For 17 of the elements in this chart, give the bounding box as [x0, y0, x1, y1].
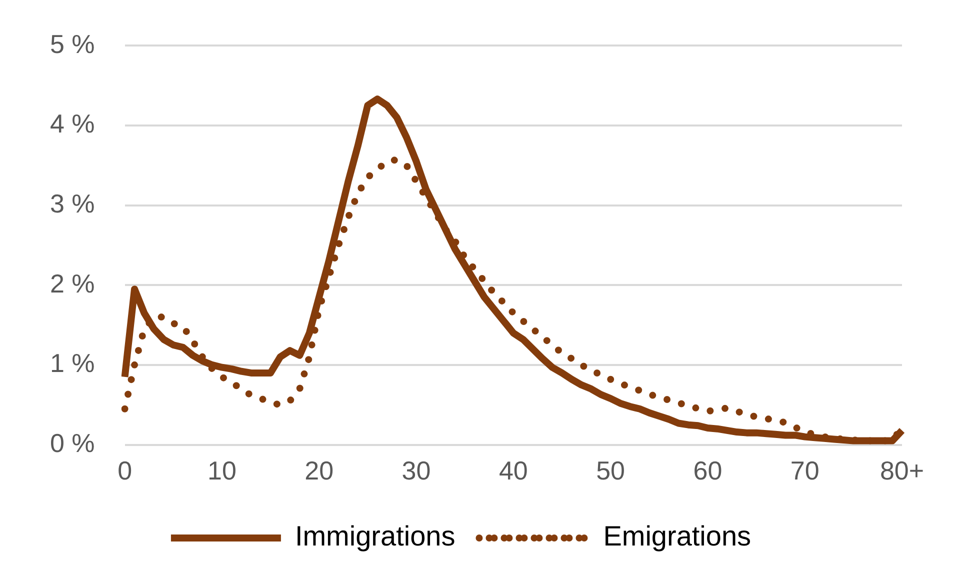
y-tick-label: 2 % [50, 268, 95, 298]
legend-label: Immigrations [294, 520, 456, 552]
x-tick-label: 20 [304, 456, 334, 486]
x-tick-label: 50 [596, 456, 626, 486]
y-tick-label: 5 % [50, 28, 95, 59]
y-tick-label: 4 % [50, 108, 95, 139]
x-tick-label: 0 [118, 456, 132, 486]
x-tick-label: 10 [207, 456, 236, 486]
y-tick-label: 1 % [50, 348, 95, 378]
legend-label: Emigrations [603, 520, 752, 552]
x-tick-label: 30 [402, 456, 431, 486]
y-tick-label: 0 % [50, 428, 95, 458]
x-tick-label: 80+ [880, 456, 924, 486]
x-tick-label: 40 [498, 456, 528, 486]
y-tick-label: 3 % [50, 188, 95, 218]
x-tick-label: 60 [693, 456, 722, 486]
x-tick-label: 70 [790, 456, 820, 486]
